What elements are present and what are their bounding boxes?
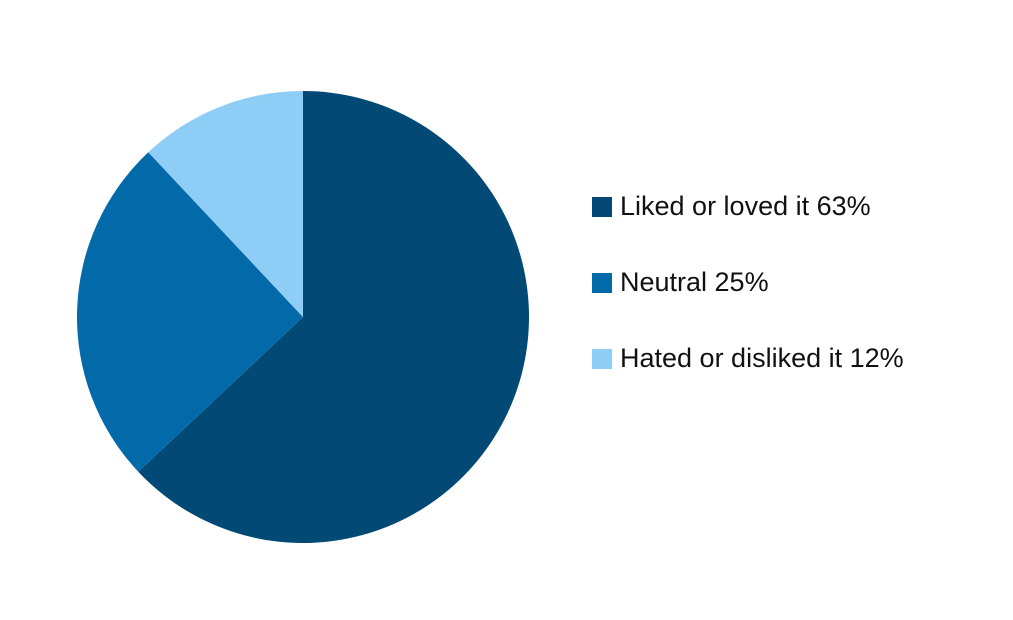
legend-item-3: Hated or disliked it 12% xyxy=(592,343,904,373)
legend-label-2: Neutral 25% xyxy=(620,267,769,297)
pie-slices xyxy=(77,91,529,543)
legend-item-1: Liked or loved it 63% xyxy=(592,191,871,221)
legend-label-1: Liked or loved it 63% xyxy=(620,191,871,221)
legend-swatch-3 xyxy=(592,349,612,369)
pie-slice-3 xyxy=(148,91,303,317)
legend-item-2: Neutral 25% xyxy=(592,267,769,297)
legend-swatch-1 xyxy=(592,197,612,217)
legend: Liked or loved it 63% Neutral 25% Hated or… xyxy=(592,191,904,373)
legend-swatch-2 xyxy=(592,273,612,293)
pie-slice-1 xyxy=(138,91,529,543)
legend-label-3: Hated or disliked it 12% xyxy=(620,343,904,373)
pie-slice-2 xyxy=(77,152,303,472)
